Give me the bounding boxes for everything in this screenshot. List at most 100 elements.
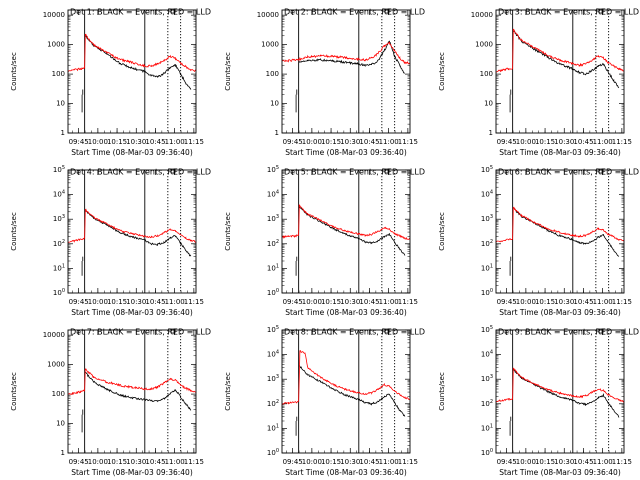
y-axis-label: Counts/sec: [224, 372, 232, 411]
x-tick-label: 11:15: [612, 458, 632, 466]
y-tick-exponent: 2: [490, 398, 493, 404]
panel-title: Det 8: BLACK = Events, RED = LLD: [284, 328, 425, 337]
x-tick-label: 09:45: [69, 138, 89, 146]
y-tick-label: 105: [267, 165, 279, 175]
y-tick-label: 100: [53, 288, 65, 298]
x-tick-label: 10:15: [107, 138, 127, 146]
panel-title: Det 4: BLACK = Events, RED = LLD: [70, 168, 211, 177]
x-tick-label: 10:45: [573, 298, 593, 306]
y-tick-label: 103: [267, 374, 279, 384]
x-tick-label: 10:15: [321, 138, 341, 146]
x-tick-label: 09:45: [69, 458, 89, 466]
x-tick-label: 11:15: [398, 138, 418, 146]
y-tick-exponent: 3: [490, 214, 493, 220]
y-tick-exponent: 3: [276, 374, 279, 380]
x-tick-label: 11:15: [398, 458, 418, 466]
x-tick-label: 10:30: [126, 138, 146, 146]
time-marker-box: [384, 8, 390, 14]
y-tick-label: 103: [481, 374, 493, 384]
y-axis-label: Counts/sec: [10, 212, 18, 251]
x-tick-label: 10:00: [88, 458, 108, 466]
y-tick-label: 104: [53, 189, 65, 199]
x-tick-label: 10:15: [107, 298, 127, 306]
x-tick-label: 10:15: [535, 138, 555, 146]
y-tick-exponent: 3: [490, 374, 493, 380]
x-tick-label: 09:45: [497, 298, 517, 306]
y-tick-exponent: 5: [490, 325, 493, 331]
y-tick-label: 10: [56, 420, 65, 428]
y-axis-label: Counts/sec: [224, 212, 232, 251]
y-tick-label: 105: [267, 325, 279, 335]
x-tick-label: 11:15: [612, 298, 632, 306]
x-tick-label: 10:15: [107, 458, 127, 466]
y-tick-label: 100: [52, 390, 65, 398]
y-tick-label: 1: [61, 129, 65, 137]
y-tick-label: 102: [481, 398, 493, 408]
y-tick-label: 1000: [261, 41, 279, 49]
y-tick-label: 1000: [47, 361, 65, 369]
x-axis-label: Start Time (08-Mar-03 09:36:40): [285, 468, 407, 477]
y-tick-label: 10: [56, 100, 65, 108]
detector-panel-3: Det 3: BLACK = Events, RED = LLD Counts/s…: [438, 8, 639, 158]
x-axis-label: Start Time (08-Mar-03 09:36:40): [285, 308, 407, 317]
detector-panel-1: Det 1: BLACK = Events, RED = LLD Counts/s…: [10, 8, 211, 158]
events-series-line: [512, 368, 620, 418]
time-marker-box: [598, 328, 604, 334]
panel-title: Det 5: BLACK = Events, RED = LLD: [284, 168, 425, 177]
panel-title: Det 1: BLACK = Events, RED = LLD: [70, 8, 211, 17]
y-tick-exponent: 5: [490, 165, 493, 171]
x-tick-label: 10:45: [359, 138, 379, 146]
time-marker-box: [598, 168, 604, 174]
y-tick-label: 103: [267, 214, 279, 224]
x-tick-label: 10:00: [516, 458, 536, 466]
y-tick-label: 100: [266, 70, 279, 78]
y-tick-label: 101: [481, 263, 493, 273]
y-tick-label: 1000: [475, 41, 493, 49]
x-tick-label: 11:15: [398, 298, 418, 306]
plot-frame: [281, 9, 411, 134]
y-tick-label: 102: [53, 238, 65, 248]
x-tick-label: 10:45: [573, 458, 593, 466]
detector-panel-8: Det 8: BLACK = Events, RED = LLD Counts/s…: [224, 325, 425, 478]
y-tick-exponent: 2: [276, 238, 279, 244]
x-tick-label: 09:45: [283, 298, 303, 306]
y-tick-label: 10000: [257, 11, 279, 19]
x-tick-label: 10:15: [535, 298, 555, 306]
y-tick-exponent: 3: [276, 214, 279, 220]
x-tick-label: 11:00: [593, 458, 613, 466]
x-tick-label: 10:00: [516, 138, 536, 146]
y-tick-exponent: 2: [490, 238, 493, 244]
x-tick-label: 09:45: [497, 138, 517, 146]
plot-frame: [67, 9, 197, 134]
x-tick-label: 11:15: [612, 138, 632, 146]
x-tick-label: 10:15: [321, 298, 341, 306]
y-axis-label: Counts/sec: [10, 372, 18, 411]
detector-panel-7: Det 7: BLACK = Events, RED = LLD Counts/s…: [10, 328, 211, 478]
detector-panel-6: Det 6: BLACK = Events, RED = LLD Counts/s…: [438, 165, 639, 318]
detector-panel-2: Det 2: BLACK = Events, RED = LLD Counts/s…: [224, 8, 425, 158]
x-axis-label: Start Time (08-Mar-03 09:36:40): [499, 468, 621, 477]
y-axis-label: Counts/sec: [224, 52, 232, 91]
panel-title: Det 7: BLACK = Events, RED = LLD: [70, 328, 211, 337]
y-tick-label: 105: [481, 325, 493, 335]
lld-series-line: [281, 350, 411, 405]
events-series-line: [298, 365, 406, 417]
x-tick-label: 10:00: [88, 138, 108, 146]
x-tick-label: 09:45: [69, 298, 89, 306]
detector-panel-5: Det 5: BLACK = Events, RED = LLD Counts/s…: [224, 165, 425, 318]
plot-frame: [281, 329, 411, 454]
y-tick-exponent: 5: [276, 325, 279, 331]
events-series-line: [84, 35, 192, 90]
y-tick-label: 1: [275, 129, 279, 137]
y-tick-exponent: 1: [490, 423, 493, 429]
y-tick-label: 10000: [43, 11, 65, 19]
y-tick-exponent: 1: [276, 263, 279, 269]
y-axis-label: Counts/sec: [438, 212, 446, 251]
x-tick-label: 10:30: [340, 458, 360, 466]
detector-panel-4: Det 4: BLACK = Events, RED = LLD Counts/s…: [10, 165, 211, 318]
y-tick-exponent: 1: [490, 263, 493, 269]
x-axis-label: Start Time (08-Mar-03 09:36:40): [499, 308, 621, 317]
y-tick-label: 104: [481, 349, 493, 359]
y-tick-exponent: 0: [490, 448, 493, 454]
